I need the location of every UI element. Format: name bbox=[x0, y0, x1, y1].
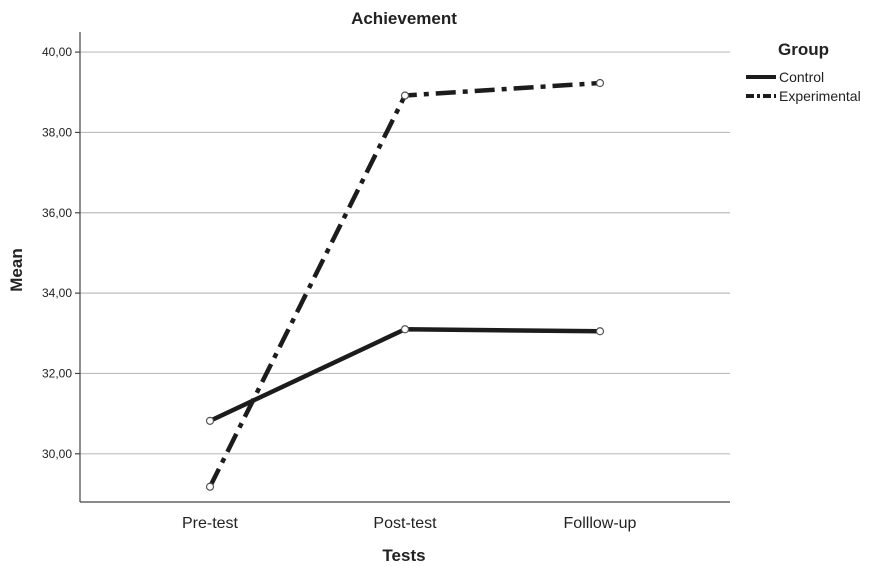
series-layer bbox=[205, 78, 605, 491]
chart-title: Achievement bbox=[351, 9, 457, 28]
y-tick-label: 34,00 bbox=[42, 286, 72, 300]
legend-item-experimental: Experimental bbox=[746, 88, 861, 104]
y-tick-label: 38,00 bbox=[42, 125, 72, 139]
y-tick-label: 30,00 bbox=[42, 447, 72, 461]
x-tick-label: Post-test bbox=[373, 515, 437, 532]
legend: Group Control Experimental bbox=[746, 40, 861, 104]
x-tick-labels: Pre-test Post-test Folllow-up bbox=[182, 515, 637, 532]
x-axis-title: Tests bbox=[382, 546, 425, 565]
y-tick-label: 32,00 bbox=[42, 366, 72, 380]
x-tick-label: Pre-test bbox=[182, 515, 239, 532]
legend-label: Control bbox=[779, 69, 824, 85]
data-point-experimental bbox=[400, 91, 410, 100]
x-tick-label: Folllow-up bbox=[564, 515, 637, 532]
legend-title: Group bbox=[778, 40, 829, 59]
y-axis-title: Mean bbox=[7, 248, 26, 291]
legend-label: Experimental bbox=[779, 88, 861, 104]
series-line-control bbox=[209, 327, 601, 423]
y-tick-label: 40,00 bbox=[42, 45, 72, 59]
data-point-control bbox=[595, 327, 605, 336]
series-line-experimental bbox=[207, 80, 601, 488]
legend-item-control: Control bbox=[746, 69, 824, 85]
y-tick-label: 36,00 bbox=[42, 206, 72, 220]
grid-layer bbox=[80, 51, 730, 455]
data-point-control bbox=[400, 325, 410, 334]
data-point-experimental bbox=[595, 78, 605, 88]
data-point-control bbox=[205, 416, 215, 425]
legend-items: Control Experimental bbox=[746, 69, 861, 104]
y-tick-labels: 30,00 32,00 34,00 36,00 38,00 40,00 bbox=[42, 45, 80, 461]
data-point-experimental bbox=[205, 482, 215, 491]
